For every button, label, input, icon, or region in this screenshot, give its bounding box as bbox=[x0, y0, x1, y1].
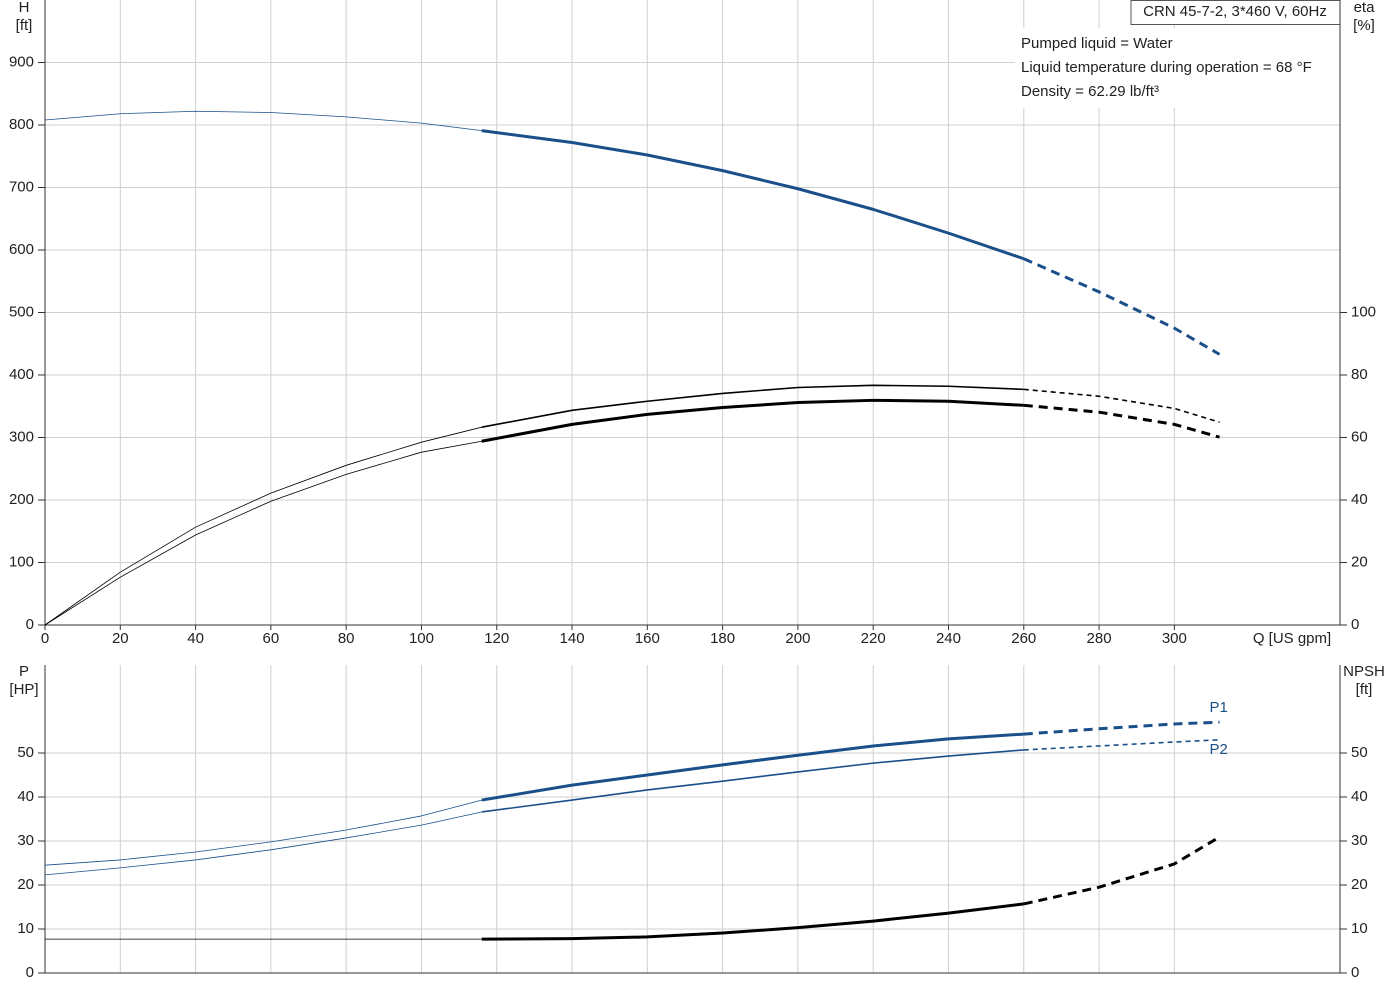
y-tick-label: 100 bbox=[9, 553, 34, 570]
y2-tick-label: 80 bbox=[1351, 366, 1368, 383]
y-axis-unit: [ft] bbox=[16, 17, 33, 34]
y-tick-label: 50 bbox=[17, 744, 34, 761]
x-tick-label: 300 bbox=[1162, 630, 1187, 647]
y-tick-label: 10 bbox=[17, 920, 34, 937]
curve bbox=[481, 398, 1024, 443]
y-tick-label: 0 bbox=[26, 616, 34, 633]
y2-axis-label: NPSH bbox=[1343, 663, 1385, 680]
y2-tick-label: 0 bbox=[1351, 616, 1359, 633]
y2-tick-label: 20 bbox=[1351, 876, 1368, 893]
curve bbox=[481, 732, 1024, 802]
y2-tick-label: 20 bbox=[1351, 553, 1368, 570]
y2-axis-unit: [ft] bbox=[1356, 681, 1373, 698]
y-tick-label: 20 bbox=[17, 876, 34, 893]
y2-axis-label: eta bbox=[1354, 0, 1376, 16]
curve bbox=[481, 902, 1024, 941]
curve bbox=[1023, 388, 1220, 423]
series-label: P1 bbox=[1210, 699, 1228, 716]
series-label: P2 bbox=[1210, 741, 1228, 758]
y2-tick-label: 40 bbox=[1351, 788, 1368, 805]
annotation: Density = 62.29 lb/ft³ bbox=[1021, 83, 1159, 100]
y2-tick-label: 10 bbox=[1351, 920, 1368, 937]
x-tick-label: 220 bbox=[861, 630, 886, 647]
x-tick-label: 160 bbox=[635, 630, 660, 647]
x-tick-label: 100 bbox=[409, 630, 434, 647]
curve bbox=[44, 440, 482, 626]
curve bbox=[1023, 257, 1221, 356]
y-tick-label: 900 bbox=[9, 53, 34, 70]
x-tick-label: 60 bbox=[263, 630, 280, 647]
curve bbox=[481, 749, 1024, 813]
x-tick-label: 180 bbox=[710, 630, 735, 647]
curve bbox=[44, 110, 482, 132]
annotation: Liquid temperature during operation = 68… bbox=[1021, 59, 1312, 76]
y2-tick-label: 50 bbox=[1351, 744, 1368, 761]
curve bbox=[481, 129, 1025, 261]
y2-tick-label: 0 bbox=[1351, 964, 1359, 981]
curve bbox=[1023, 739, 1220, 751]
chart-title: CRN 45-7-2, 3*460 V, 60Hz bbox=[1143, 3, 1327, 20]
y2-axis-unit: [%] bbox=[1353, 17, 1375, 34]
x-tick-label: 20 bbox=[112, 630, 129, 647]
y-tick-label: 800 bbox=[9, 116, 34, 133]
y-tick-label: 500 bbox=[9, 303, 34, 320]
x-tick-label: 40 bbox=[187, 630, 204, 647]
annotation-box bbox=[1015, 28, 1340, 108]
curve bbox=[481, 384, 1024, 428]
y-tick-label: 300 bbox=[9, 428, 34, 445]
y-tick-label: 0 bbox=[26, 964, 34, 981]
x-tick-label: 140 bbox=[560, 630, 585, 647]
y-axis-label: H bbox=[19, 0, 30, 16]
y-tick-label: 40 bbox=[17, 788, 34, 805]
curve bbox=[1023, 835, 1221, 906]
x-tick-label: 280 bbox=[1087, 630, 1112, 647]
curve bbox=[44, 799, 482, 866]
curve bbox=[44, 426, 482, 626]
curve bbox=[44, 811, 482, 876]
y2-tick-label: 100 bbox=[1351, 303, 1376, 320]
y2-tick-label: 40 bbox=[1351, 491, 1368, 508]
curve bbox=[1023, 403, 1220, 439]
y-tick-label: 200 bbox=[9, 491, 34, 508]
x-axis-label: Q [US gpm] bbox=[1253, 630, 1331, 647]
y2-tick-label: 30 bbox=[1351, 832, 1368, 849]
y-tick-label: 600 bbox=[9, 241, 34, 258]
y-tick-label: 30 bbox=[17, 832, 34, 849]
y-axis-label: P bbox=[19, 663, 29, 680]
y-tick-label: 700 bbox=[9, 178, 34, 195]
y-axis-unit: [HP] bbox=[9, 681, 38, 698]
curve bbox=[1023, 720, 1220, 736]
y-tick-label: 400 bbox=[9, 366, 34, 383]
x-tick-label: 240 bbox=[936, 630, 961, 647]
x-tick-label: 200 bbox=[785, 630, 810, 647]
y2-tick-label: 60 bbox=[1351, 428, 1368, 445]
annotation: Pumped liquid = Water bbox=[1021, 35, 1173, 52]
x-tick-label: 0 bbox=[41, 630, 49, 647]
x-tick-label: 260 bbox=[1011, 630, 1036, 647]
x-tick-label: 120 bbox=[484, 630, 509, 647]
x-tick-label: 80 bbox=[338, 630, 355, 647]
